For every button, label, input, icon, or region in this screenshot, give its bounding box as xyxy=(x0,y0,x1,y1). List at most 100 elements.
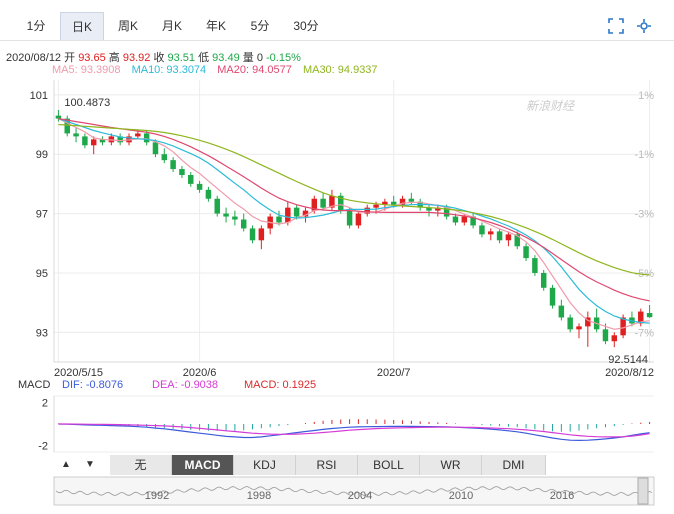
overview-year-label: 1998 xyxy=(247,490,271,502)
candle-body xyxy=(108,136,115,143)
overview-navigator[interactable]: 1992 1998 2004 2010 2016 xyxy=(53,476,655,506)
indicator-rsi[interactable]: RSI xyxy=(296,455,358,475)
percent-axis: 1%-1%-3%-5%-7% xyxy=(634,90,654,339)
candle-body xyxy=(73,133,79,137)
tab-weekly-k[interactable]: 周K xyxy=(117,19,138,33)
percent-tick-label: -1% xyxy=(634,149,654,161)
overview-handle[interactable] xyxy=(637,477,649,505)
candle-body xyxy=(170,160,176,170)
tab-5min[interactable]: 5分 xyxy=(250,19,270,33)
volume-value: 0 xyxy=(256,52,263,64)
ma30-label: MA30: 94.9337 xyxy=(302,64,378,76)
candle-body xyxy=(143,133,150,143)
candle-body xyxy=(117,136,123,143)
volume-label: 量 xyxy=(242,52,254,64)
candle-body xyxy=(99,139,106,143)
open-value: 93.65 xyxy=(78,52,106,64)
macd-title: MACD xyxy=(18,379,50,391)
candle-body xyxy=(514,234,520,247)
candle-body xyxy=(646,313,653,318)
tab-daily-k[interactable]: 日K xyxy=(60,12,104,40)
candle-body xyxy=(249,228,256,241)
chart-grid xyxy=(53,80,654,363)
indicator-boll[interactable]: BOLL xyxy=(358,455,420,475)
low-value: 93.49 xyxy=(212,52,240,64)
candle-body xyxy=(558,305,565,318)
candle-body xyxy=(585,317,591,327)
min-price-label: 92.5144 xyxy=(608,354,648,366)
dea-label: DEA: -0.9038 xyxy=(152,379,218,391)
low-label: 低 xyxy=(198,52,210,64)
dif-label: DIF: -0.8076 xyxy=(62,379,123,391)
y-tick-label: 93 xyxy=(36,327,48,339)
candle-body xyxy=(126,136,132,143)
close-label: 收 xyxy=(153,52,165,64)
candle-body xyxy=(549,287,556,306)
candle-body xyxy=(188,174,194,184)
ma20-label: MA20: 94.0577 xyxy=(217,64,292,76)
x-tick-label: 2020/8/12 xyxy=(605,367,654,379)
candle-body xyxy=(82,136,88,146)
candle-body xyxy=(452,216,459,223)
overview-year-label: 2010 xyxy=(449,490,473,502)
indicator-kdj[interactable]: KDJ xyxy=(234,455,296,475)
fullscreen-icon[interactable] xyxy=(608,18,624,34)
settings-icon[interactable] xyxy=(636,18,652,34)
macd-legend: MACD DIF: -0.8076 DEA: -0.9038 MACD: 0.1… xyxy=(18,379,316,391)
ma10-label: MA10: 93.3074 xyxy=(131,64,207,76)
candle-body xyxy=(64,118,70,134)
scroll-down-button[interactable]: ▼ xyxy=(85,459,95,470)
candle-body xyxy=(240,219,247,229)
ohlc-info: 2020/08/12 开 93.65 高 93.92 收 93.51 低 93.… xyxy=(6,49,301,65)
indicator-dmi[interactable]: DMI xyxy=(482,455,546,475)
candle-body xyxy=(135,133,141,137)
tab-monthly-k[interactable]: 月K xyxy=(161,19,182,33)
candle-body xyxy=(55,115,62,119)
candle-body xyxy=(338,195,344,211)
x-tick-label: 2020/5/15 xyxy=(54,367,103,379)
high-value: 93.92 xyxy=(122,52,151,64)
candlesticks xyxy=(55,109,653,348)
indicator-tabs: 无 MACD KDJ RSI BOLL WR DMI xyxy=(110,455,546,475)
y-tick-label: 101 xyxy=(30,90,48,102)
candle-body xyxy=(90,139,97,146)
candle-body xyxy=(620,317,626,336)
candle-body xyxy=(532,258,538,273)
ma20-line xyxy=(58,118,650,302)
scroll-up-button[interactable]: ▲ xyxy=(61,459,71,470)
price-axis: 101 99 97 95 93 xyxy=(30,90,48,339)
indicator-none[interactable]: 无 xyxy=(110,455,172,475)
candle-body xyxy=(638,311,644,324)
date-axis: 2020/5/15 2020/6 2020/7 2020/8/12 xyxy=(54,367,654,379)
ma-lines xyxy=(58,118,650,330)
tab-1min[interactable]: 1分 xyxy=(26,19,46,33)
period-tabs: 1分 日K 周K 月K 年K 5分 30分 xyxy=(0,12,674,41)
tab-yearly-k[interactable]: 年K xyxy=(205,19,226,33)
high-label: 高 xyxy=(108,52,120,64)
candle-body xyxy=(364,207,370,214)
candle-body xyxy=(320,198,326,208)
macd-tick-label: 2 xyxy=(42,397,48,409)
ma5-line xyxy=(58,118,650,330)
candle-body xyxy=(276,216,282,223)
tab-30min[interactable]: 30分 xyxy=(293,19,319,33)
candle-body xyxy=(329,195,335,208)
y-tick-label: 95 xyxy=(36,268,48,280)
candle-body xyxy=(399,198,406,205)
ma10-line xyxy=(58,118,650,324)
dea-line xyxy=(58,423,650,438)
candle-body xyxy=(346,210,353,226)
candle-body xyxy=(470,216,476,226)
candle-body xyxy=(196,183,203,190)
candle-body xyxy=(505,234,512,241)
candle-body xyxy=(373,204,379,208)
indicator-wr[interactable]: WR xyxy=(420,455,482,475)
candle-body xyxy=(496,231,503,241)
candle-body xyxy=(426,207,432,211)
candle-body xyxy=(355,213,362,226)
macd-tick-label: -2 xyxy=(38,441,48,453)
percent-tick-label: 1% xyxy=(638,90,654,102)
indicator-macd[interactable]: MACD xyxy=(172,455,234,475)
overview-year-label: 2004 xyxy=(348,490,372,502)
